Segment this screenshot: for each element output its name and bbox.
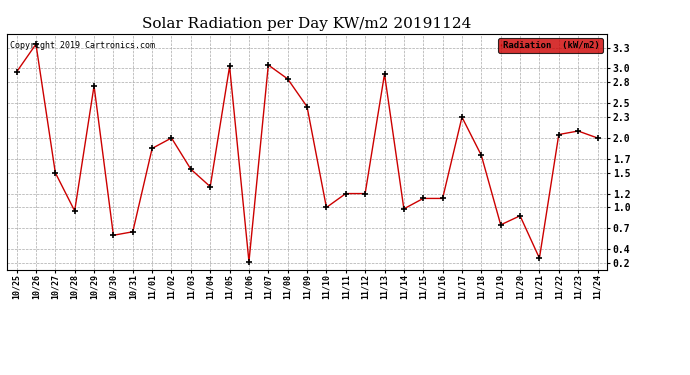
Text: Copyright 2019 Cartronics.com: Copyright 2019 Cartronics.com: [10, 41, 155, 50]
Title: Solar Radiation per Day KW/m2 20191124: Solar Radiation per Day KW/m2 20191124: [142, 17, 472, 31]
Legend: Radiation  (kW/m2): Radiation (kW/m2): [497, 38, 602, 53]
